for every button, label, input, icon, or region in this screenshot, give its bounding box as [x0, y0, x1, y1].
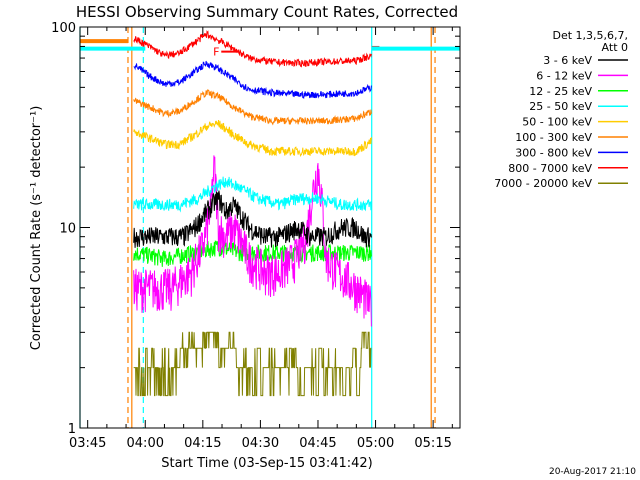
- series-line-2: [133, 240, 372, 267]
- y-tick-label-1: 10: [59, 222, 76, 237]
- legend-label-6: 300 - 800 keV: [515, 146, 592, 159]
- plot-area: F: [79, 27, 460, 428]
- series-1: [133, 155, 372, 327]
- series-line-5: [133, 88, 372, 126]
- legend-header-0: Det 1,3,5,6,7,: [552, 29, 628, 42]
- legend-label-0: 3 - 6 keV: [543, 54, 592, 67]
- x-axis: 03:45 04:00 04:15 04:30 04:45 05:00 05:15: [69, 27, 453, 451]
- legend-label-2: 12 - 25 keV: [529, 85, 592, 98]
- y-tick-label-2: 100: [51, 21, 76, 36]
- series-line-4: [133, 119, 372, 158]
- x-tick-label-2: 04:15: [184, 436, 221, 451]
- series-0: [133, 190, 372, 248]
- legend-label-7: 800 - 7000 keV: [508, 162, 592, 175]
- series-5: [133, 88, 372, 126]
- series-line-0: [133, 190, 372, 248]
- series-line-6: [133, 60, 372, 100]
- y-axis-label: Corrected Count Rate (s⁻¹ detector⁻¹): [29, 106, 44, 351]
- x-tick-label-4: 04:45: [299, 436, 336, 451]
- series-line-1: [133, 155, 372, 327]
- flag-marker-0: F: [213, 46, 219, 59]
- series-line-7: [133, 29, 372, 68]
- footer-date: 20-Aug-2017 21:10: [549, 467, 636, 477]
- series-7: [133, 29, 372, 68]
- x-axis-label: Start Time (03-Sep-15 03:41:42): [161, 456, 372, 471]
- series-2: [133, 240, 372, 267]
- y-tick-label-0: 1: [68, 422, 76, 437]
- x-tick-label-1: 04:00: [127, 436, 164, 451]
- series-line-8: [133, 331, 372, 397]
- x-tick-label-5: 05:00: [357, 436, 394, 451]
- legend-header-1: Att 0: [602, 41, 628, 54]
- legend-label-8: 7000 - 20000 keV: [494, 177, 592, 190]
- x-tick-label-3: 04:30: [242, 436, 279, 451]
- legend-label-1: 6 - 12 keV: [536, 69, 592, 82]
- series-3: [133, 176, 372, 213]
- series-8: [133, 331, 372, 397]
- y-axis: 1 10 100: [51, 21, 460, 437]
- series-6: [133, 60, 372, 100]
- x-tick-label-0: 03:45: [69, 436, 106, 451]
- legend: Det 1,3,5,6,7,Att 0 3 - 6 keV 6 - 12 keV 12…: [494, 29, 628, 190]
- series-line-3: [133, 176, 372, 213]
- x-tick-label-6: 05:15: [414, 436, 451, 451]
- chart-title: HESSI Observing Summary Count Rates, Cor…: [76, 3, 458, 21]
- legend-label-3: 25 - 50 keV: [529, 100, 592, 113]
- series-4: [133, 119, 372, 158]
- legend-label-5: 100 - 300 keV: [515, 131, 592, 144]
- legend-label-4: 50 - 100 keV: [522, 116, 592, 129]
